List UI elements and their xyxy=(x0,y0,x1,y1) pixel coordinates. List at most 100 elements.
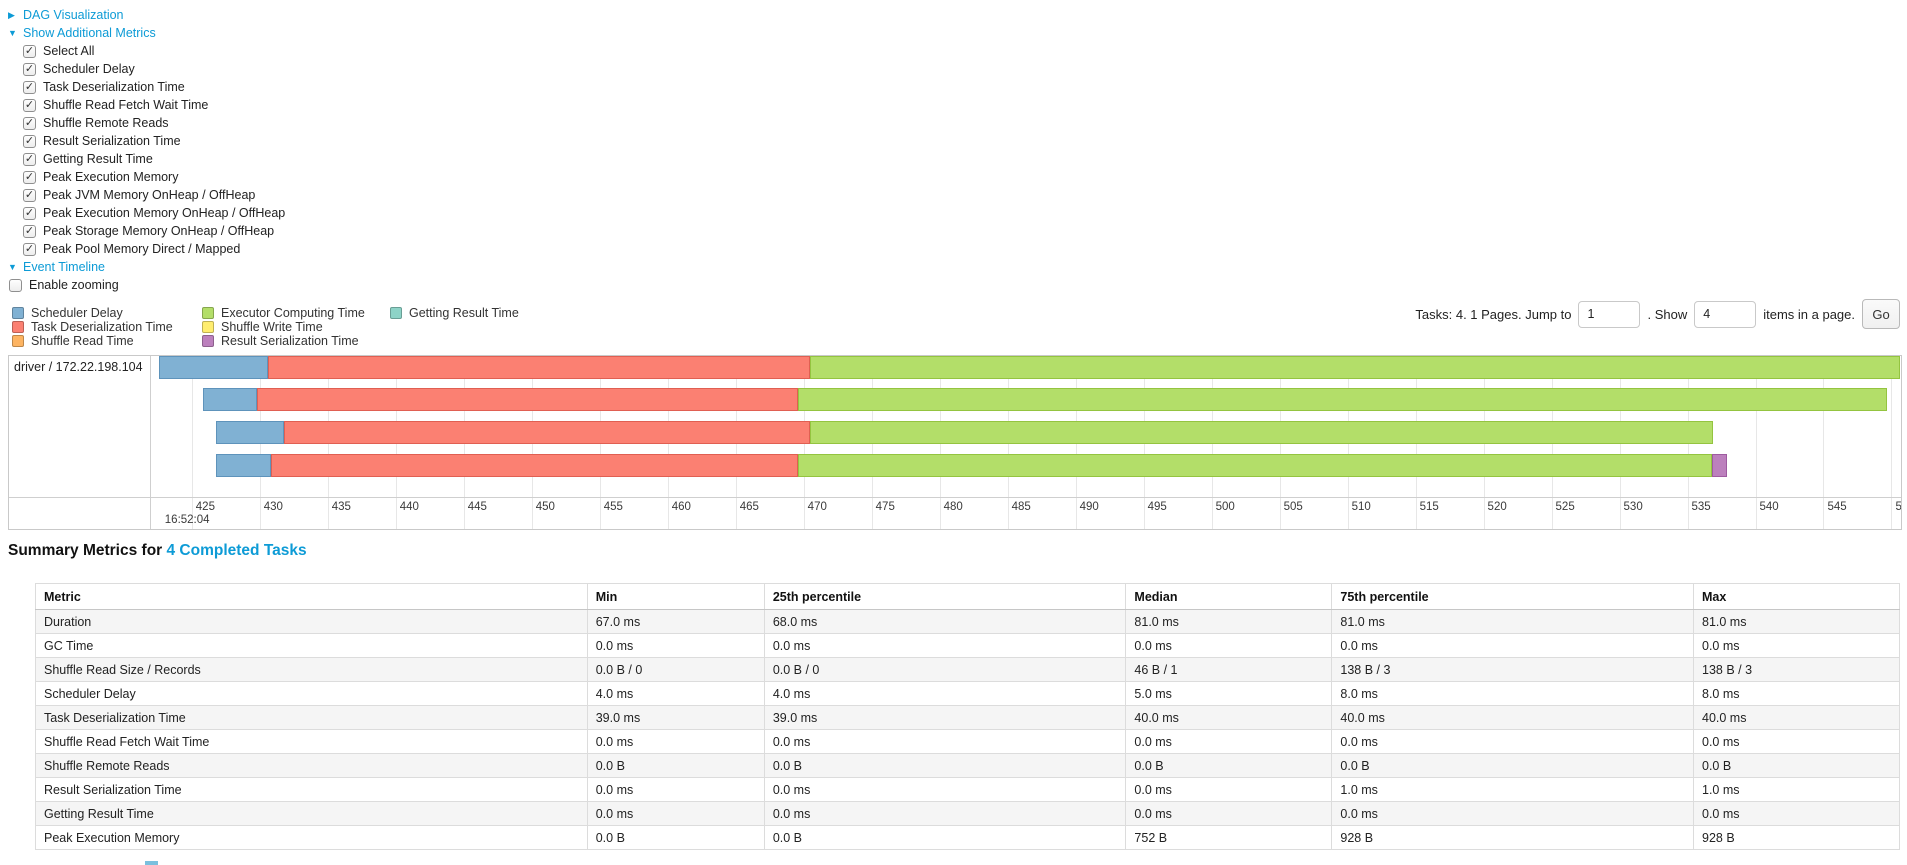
task-segment-scheduler-delay[interactable] xyxy=(216,421,285,444)
metric-checkbox[interactable]: ✓ xyxy=(23,80,36,94)
metric-value-cell: 1.0 ms xyxy=(1693,777,1900,802)
metric-value-cell: 4.0 ms xyxy=(763,681,1127,706)
task-segment-task-deserialization[interactable] xyxy=(267,356,811,379)
metric-value-cell: 68.0 ms xyxy=(763,609,1127,634)
metric-name-cell: Scheduler Delay xyxy=(35,681,588,706)
metric-value-cell: 0.0 ms xyxy=(586,777,765,802)
go-button[interactable]: Go xyxy=(1862,299,1900,329)
task-segment-task-deserialization[interactable] xyxy=(257,388,799,411)
metric-checkbox[interactable]: ✓ xyxy=(23,152,36,166)
task-segment-executor-computing[interactable] xyxy=(810,421,1714,444)
task-segment-scheduler-delay[interactable] xyxy=(202,388,258,411)
task-segment-task-deserialization[interactable] xyxy=(270,454,799,477)
axis-tick-label: 430 xyxy=(263,501,283,513)
axis-tick-label: 475 xyxy=(875,501,895,513)
task-timeline-row xyxy=(151,454,1901,477)
axis-tick-label: 535 xyxy=(1691,501,1711,513)
show-additional-metrics-label: Show Additional Metrics xyxy=(23,26,156,40)
timeline-gridline xyxy=(191,356,193,529)
metric-checkbox-label: Scheduler Delay xyxy=(43,62,135,76)
metric-value-cell: 0.0 ms xyxy=(763,801,1127,826)
metric-value-cell: 0.0 ms xyxy=(586,633,765,658)
metric-value-cell: 8.0 ms xyxy=(1693,681,1900,706)
metric-value-cell: 0.0 B xyxy=(586,753,765,778)
metric-checkbox[interactable]: ✓ xyxy=(23,224,36,238)
completed-tasks-link[interactable]: 4 Completed Tasks xyxy=(166,542,307,559)
event-timeline-toggle[interactable]: ▼ Event Timeline xyxy=(8,258,285,276)
metric-checkbox-row: ✓ Peak Execution Memory OnHeap / OffHeap xyxy=(23,204,285,222)
items-per-page-input[interactable] xyxy=(1694,300,1757,328)
metric-checkbox-label: Peak JVM Memory OnHeap / OffHeap xyxy=(43,188,256,202)
task-segment-scheduler-delay[interactable] xyxy=(216,454,271,477)
legend-item: Getting Result Time xyxy=(390,306,519,320)
metric-checkbox[interactable]: ✓ xyxy=(23,170,36,184)
legend-column: Executor Computing Time Shuffle Write Tim… xyxy=(202,306,390,348)
metric-checkbox-label: Result Serialization Time xyxy=(43,134,181,148)
metric-value-cell: 0.0 B xyxy=(763,825,1127,850)
metric-value-cell: 0.0 B / 0 xyxy=(763,657,1127,682)
metric-name-cell: Getting Result Time xyxy=(35,801,588,826)
metric-checkbox-label: Peak Storage Memory OnHeap / OffHeap xyxy=(43,224,275,238)
task-segment-result-serialization[interactable] xyxy=(1711,454,1727,477)
metric-checkbox[interactable]: ✓ xyxy=(23,242,36,256)
task-segment-executor-computing[interactable] xyxy=(810,356,1900,379)
metric-value-cell: 0.0 ms xyxy=(1125,777,1333,802)
timeline-gridline xyxy=(1891,356,1893,529)
metric-checkbox[interactable]: ✓ xyxy=(23,44,36,58)
metric-checkbox-row: ✓ Shuffle Remote Reads xyxy=(23,114,285,132)
metric-checkbox-row: ✓ Task Deserialization Time xyxy=(23,78,285,96)
metric-checkbox-row: ✓ Result Serialization Time xyxy=(23,132,285,150)
dag-visualization-toggle[interactable]: ▶ DAG Visualization xyxy=(8,6,285,24)
show-additional-metrics-toggle[interactable]: ▼ Show Additional Metrics xyxy=(8,24,285,42)
event-timeline-label: Event Timeline xyxy=(23,260,105,274)
metric-checkbox[interactable]: ✓ xyxy=(23,98,36,112)
legend-label: Shuffle Write Time xyxy=(221,320,323,334)
metric-checkbox-label: Shuffle Read Fetch Wait Time xyxy=(43,98,209,112)
metric-value-cell: 39.0 ms xyxy=(763,705,1127,730)
jump-to-page-input[interactable] xyxy=(1578,300,1641,328)
axis-tick-label: 510 xyxy=(1351,501,1371,513)
metric-name-cell: Result Serialization Time xyxy=(35,777,588,802)
metric-value-cell: 752 B xyxy=(1125,825,1333,850)
summary-metrics-title: Summary Metrics for 4 Completed Tasks xyxy=(8,542,307,560)
metric-value-cell: 0.0 ms xyxy=(763,633,1127,658)
metric-checkbox[interactable]: ✓ xyxy=(23,62,36,76)
metric-checkbox[interactable]: ✓ xyxy=(23,134,36,148)
metric-value-cell: 0.0 ms xyxy=(1693,801,1900,826)
metric-checkbox[interactable]: ✓ xyxy=(23,206,36,220)
legend-label: Executor Computing Time xyxy=(221,306,365,320)
metric-checkbox[interactable]: ✓ xyxy=(23,116,36,130)
axis-tick-label: 445 xyxy=(467,501,487,513)
metric-name-cell: Shuffle Read Size / Records xyxy=(35,657,588,682)
axis-tick-label: 530 xyxy=(1623,501,1643,513)
axis-tick-label: 435 xyxy=(331,501,351,513)
metric-value-cell: 0.0 ms xyxy=(1125,801,1333,826)
axis-major-time-label: 16:52:04 xyxy=(164,514,210,526)
metric-value-cell: 81.0 ms xyxy=(1331,609,1694,634)
legend-column: Getting Result Time xyxy=(390,306,519,348)
task-segment-executor-computing[interactable] xyxy=(798,454,1712,477)
metric-checkbox-label: Peak Pool Memory Direct / Mapped xyxy=(43,242,241,256)
table-row: Task Deserialization Time 39.0 ms 39.0 ms 4… xyxy=(35,705,1900,730)
task-timeline-row xyxy=(151,421,1901,444)
metric-value-cell: 0.0 ms xyxy=(1125,633,1333,658)
metric-value-cell: 928 B xyxy=(1693,825,1900,850)
task-segment-executor-computing[interactable] xyxy=(798,388,1888,411)
metric-value-cell: 0.0 ms xyxy=(1125,729,1333,754)
metric-value-cell: 0.0 B xyxy=(1693,753,1900,778)
legend-label: Result Serialization Time xyxy=(221,334,359,348)
enable-zooming-checkbox[interactable] xyxy=(9,278,22,292)
metric-value-cell: 0.0 ms xyxy=(1693,633,1900,658)
task-segment-task-deserialization[interactable] xyxy=(284,421,811,444)
axis-tick-label: 525 xyxy=(1555,501,1575,513)
metric-value-cell: 0.0 ms xyxy=(586,729,765,754)
pagination-prefix-label: Tasks: 4. 1 Pages. Jump to xyxy=(1415,306,1572,322)
legend-item: Shuffle Write Time xyxy=(202,320,390,334)
task-segment-scheduler-delay[interactable] xyxy=(159,356,268,379)
expanded-arrow-icon: ▼ xyxy=(8,262,17,272)
metric-checkbox[interactable]: ✓ xyxy=(23,188,36,202)
metric-value-cell: 0.0 B xyxy=(1331,753,1694,778)
metric-checkbox-row: ✓ Peak Execution Memory xyxy=(23,168,285,186)
enable-zooming-label: Enable zooming xyxy=(29,278,119,292)
